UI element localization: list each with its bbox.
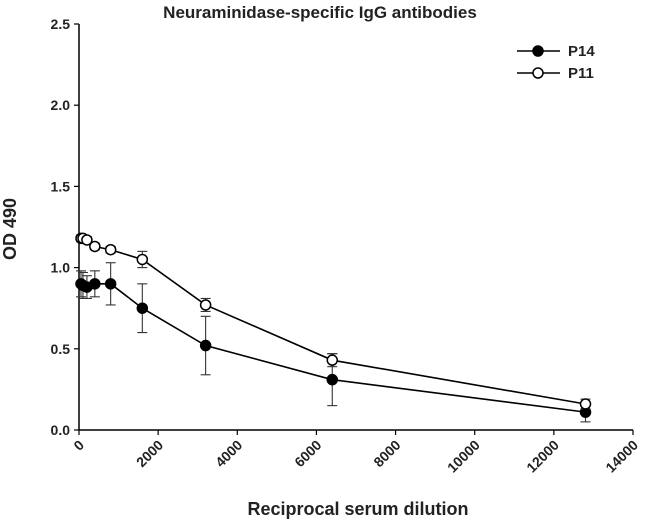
data-point xyxy=(326,373,339,386)
x-tick-label: 2000 xyxy=(133,437,166,470)
legend-marker xyxy=(532,67,544,79)
x-tick-label: 14000 xyxy=(602,437,641,476)
y-tick-label: 1.0 xyxy=(51,260,71,276)
series-p11 xyxy=(75,232,592,410)
legend-item-p11: P11 xyxy=(517,65,594,82)
x-tick-label: 8000 xyxy=(370,437,403,470)
series-p14 xyxy=(75,262,592,423)
data-point xyxy=(326,354,339,366)
legend-label: P11 xyxy=(568,65,594,82)
x-tick-label: 10000 xyxy=(444,437,483,476)
data-point xyxy=(199,339,212,352)
x-axis-label: Reciprocal serum dilution xyxy=(247,499,468,519)
y-tick-label: 2.0 xyxy=(51,97,71,113)
data-point xyxy=(136,302,149,314)
x-tick-label: 12000 xyxy=(523,437,562,476)
legend-item-p14: P14 xyxy=(517,43,595,60)
legend-marker xyxy=(532,45,544,57)
legend-label: P14 xyxy=(568,43,595,60)
data-point xyxy=(136,253,149,266)
data-point xyxy=(89,240,101,253)
data-point xyxy=(579,398,592,410)
y-tick-label: 0.0 xyxy=(51,422,71,438)
series-layer xyxy=(75,232,592,423)
data-point xyxy=(199,299,212,311)
y-tick-label: 2.5 xyxy=(51,16,71,32)
y-axis-label: OD 490 xyxy=(0,198,20,260)
y-tick-label: 1.5 xyxy=(51,178,71,194)
x-tick-label: 0 xyxy=(70,437,87,454)
series-line xyxy=(80,283,586,413)
data-point xyxy=(81,234,93,246)
data-point xyxy=(104,278,117,290)
y-tick-label: 0.5 xyxy=(51,341,71,357)
chart-title: Neuraminidase-specific IgG antibodies xyxy=(163,3,477,22)
data-point xyxy=(104,243,117,256)
x-tick-label: 4000 xyxy=(212,437,245,470)
x-tick-label: 6000 xyxy=(291,437,324,470)
axes: 0.0 0.5 1.0 1.5 2.0 2.5 0 2000 4000 6000 8000 10000… xyxy=(51,16,642,476)
data-point xyxy=(89,278,101,290)
